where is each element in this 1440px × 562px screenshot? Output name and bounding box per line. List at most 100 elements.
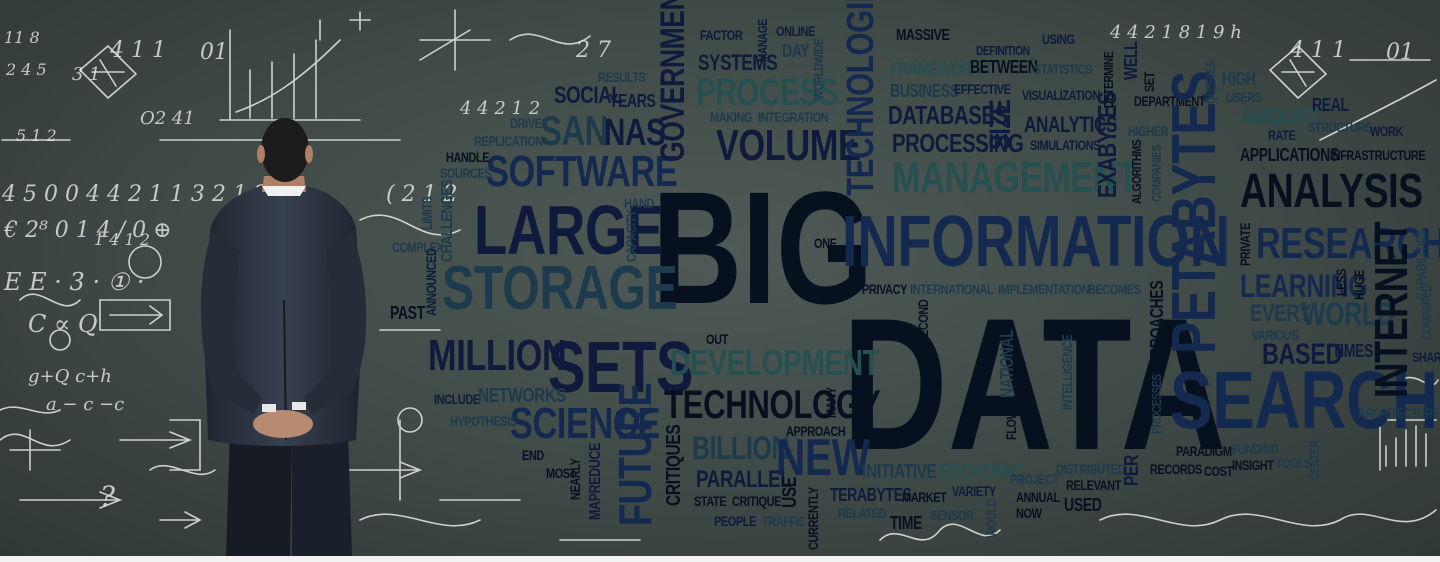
chalk-note: 1 4 1 2 [94,230,150,249]
word-annual: ANNUAL [1016,489,1060,505]
word-management: MANAGEMENT [892,153,1138,202]
word-project: PROJECT [1010,471,1059,487]
word-massive: MASSIVE [896,27,950,44]
word-analytics: ANALYTICS [1024,112,1118,137]
right-leg [292,430,352,556]
word-drive: DRIVE [510,115,542,131]
word-day: DAY [782,41,810,61]
chalk-note: C ∝ Q [28,310,98,338]
word-analysis: ANALYSIS [1240,165,1423,218]
word-becomes: BECOMES [1088,281,1141,297]
word-times: TIMES [1332,341,1373,361]
word-storage: STORAGE [442,254,678,323]
chalk-note: g+Q c+h [28,366,112,387]
word-people: PEOPLE [714,513,756,529]
right-arm [304,232,367,414]
word-factor: FACTOR [700,27,743,43]
word-market: MARKET [902,489,947,505]
word-critique: CRITIQUE [732,493,782,509]
word-technology: TECHNOLOGY [664,383,881,427]
word-statistics: STATISTICS [1034,61,1093,77]
word-include: INCLUDE [434,391,480,407]
left-arm [200,232,262,414]
word-based: BASED [1262,338,1342,371]
head [261,118,309,182]
word-parallel: PARALLEL [696,466,792,493]
word-billion: BILLION [692,430,790,466]
word-large: LARGE [474,191,664,269]
word-systems: SYSTEMS [698,50,778,75]
word-sets: SETS [548,328,694,408]
word-used: USED [1064,495,1102,515]
word-state: STATE [694,493,727,509]
word-traffic: TRAFFIC [762,513,806,529]
word-relevant: RELEVANT [1066,477,1121,493]
word-distributed: DISTRIBUTED [1056,461,1126,477]
word-cost: COST [1204,463,1233,479]
word-science: SCIENCE [510,399,660,448]
word-variety: VARIETY [952,483,996,499]
word-applications: APPLICATIONS [1240,145,1339,165]
word-amount: AMOUNT [1240,104,1320,131]
word-most: MOST [546,465,576,481]
chalk-note: 2 7 [576,38,611,63]
word-business: BUSINESS [890,81,959,101]
word-related: RELATED [838,505,887,521]
word-databases: DATABASES [888,100,1008,130]
word-definition: DEFINITION [976,43,1030,58]
word-share: SHARE [1412,349,1440,365]
word-structure: STRUCTURE [1308,119,1372,135]
word-making: MAKING [710,109,752,125]
word-software: SOFTWARE [486,147,678,196]
word-world: WORLD [1302,296,1395,332]
chalk-note: 5 1 2 [16,126,57,145]
word-hand: HAND [624,195,654,211]
word-department: DEPARTMENT [1134,93,1206,109]
word-nas: NAS [604,112,666,154]
word-networks: NETWORKS [478,385,566,407]
word-effective: EFFECTIVE [954,81,1011,97]
word-records: RECORDS [1150,461,1202,477]
chalk-note: 4 4 2 1 2 [460,98,541,119]
word-funding: FUNDING [1232,441,1280,457]
word-paradigm: PARADIGM [1176,443,1232,459]
chalk-note: E E · 3 · ① · [4,268,145,296]
word-infrastructure: INFRASTRUCTURE [1330,147,1426,163]
word-time: TIME [890,513,922,533]
word-san: SAN [540,107,609,154]
word-initiative: INITIATIVE [862,461,937,483]
word-results: RESULTS [598,69,646,85]
chalk-note: O2 41 [140,108,195,129]
word-rate: RATE [1268,127,1296,143]
word-users: USERS [1226,89,1262,105]
chalk-note: 11 8 [4,28,40,47]
word-million: MILLION [428,331,567,380]
word-learning: LEARNING [1240,268,1368,304]
chalk-note: 01 [1386,40,1414,65]
word-hypothesis: HYPOTHESIS [450,413,517,429]
word-data: DATA [842,279,1226,489]
word-higher: HIGHER [1128,123,1169,139]
word-work: WORK [1370,123,1404,139]
word-real: REAL [1312,95,1349,115]
chalk-note: a − c −c [46,394,125,415]
word-international: INTERNATIONAL [910,281,994,297]
chalk-note: ? [100,480,116,513]
chalk-note: 3 1 [72,64,101,85]
word-framework: FRAMEWORK [890,59,981,79]
word-volume: VOLUME [716,121,861,170]
chalk-note: € 2⁸ 0 1 4 / 0 ⊕ [4,218,172,243]
chalk-note: 4 1 1 [110,38,166,63]
word-high: HIGH [1222,69,1256,89]
word-now: NOW [1016,505,1042,521]
chalk-note: 2 4 5 [6,60,47,79]
word-tools: TOOLS [1276,455,1312,471]
word-using: USING [1042,31,1075,47]
chalk-note: 4 1 1 [1290,38,1346,63]
chalk-note: 01 [200,40,228,65]
clasped-hands [253,410,313,438]
word-terabytes: TERABYTES [830,485,912,505]
word-sensor: SENSOR [930,507,974,523]
